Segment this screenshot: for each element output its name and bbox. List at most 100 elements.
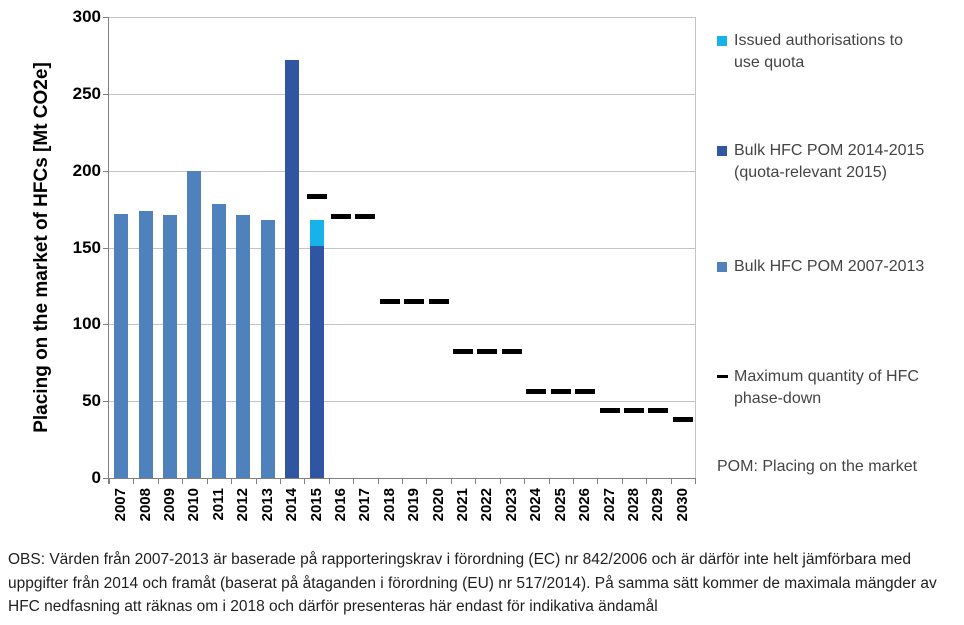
max-quantity-dash-2020 [428, 298, 449, 304]
x-tick-label-2029: 2029 [649, 488, 667, 522]
max-quantity-dash-2017 [355, 214, 376, 220]
x-tick-label-2015: 2015 [307, 488, 325, 522]
y-tick-label: 200 [72, 160, 101, 180]
max-quantity-dash-2021 [453, 349, 474, 355]
x-tick-label-2020: 2020 [429, 488, 447, 522]
max-quantity-dash-2025 [550, 389, 571, 395]
x-tick [206, 478, 208, 484]
x-tick [182, 478, 184, 484]
y-tick-200 [103, 170, 109, 172]
gridline-200 [109, 170, 695, 172]
max-quantity-dash-2024 [526, 389, 547, 395]
y-tick-label: 150 [72, 237, 101, 257]
max-quantity-dash-2015 [306, 194, 327, 200]
x-tick [109, 478, 110, 484]
bar-2015-s2 [309, 219, 324, 246]
x-tick-label-2019: 2019 [405, 488, 423, 522]
x-tick [548, 478, 550, 484]
plot-right-border [695, 17, 696, 478]
x-tick-label-2030: 2030 [673, 488, 691, 522]
x-tick-label-2027: 2027 [600, 488, 618, 522]
x-tick [377, 478, 379, 484]
x-tick [353, 478, 355, 484]
x-tick-label-2028: 2028 [624, 488, 642, 522]
x-tick [450, 478, 452, 484]
x-tick [279, 478, 281, 484]
max-quantity-dash-2018 [379, 298, 400, 304]
x-tick [304, 478, 306, 484]
x-tick-label-2022: 2022 [478, 488, 496, 522]
bar-2011-s0 [211, 204, 226, 478]
gridline-300 [109, 17, 695, 18]
x-tick-label-2007: 2007 [112, 488, 130, 522]
x-tick [572, 478, 574, 484]
x-tick-label-2008: 2008 [136, 488, 154, 522]
y-tick-label: 0 [91, 468, 101, 487]
bar-2007-s0 [114, 213, 129, 478]
x-tick [426, 478, 428, 484]
legend-label: Issued authorisations to use quota [734, 32, 903, 71]
legend-label: Bulk HFC POM 2014-2015 (quota-relevant 2… [734, 142, 925, 181]
x-tick [695, 478, 696, 484]
x-tick-label-2025: 2025 [551, 488, 569, 522]
bar-2014-s1 [285, 60, 300, 478]
x-tick-label-2011: 2011 [209, 488, 227, 521]
x-tick-label-2024: 2024 [527, 488, 545, 522]
legend-square-marker-icon [717, 36, 727, 46]
max-quantity-dash-2023 [501, 349, 522, 355]
x-tick-label-2021: 2021 [454, 488, 472, 522]
max-quantity-dash-2016 [330, 214, 351, 220]
x-tick [475, 478, 477, 484]
x-tick [402, 478, 403, 484]
x-tick-label-2009: 2009 [161, 488, 179, 522]
x-tick [133, 478, 135, 484]
x-tick [670, 478, 672, 484]
legend-dash-marker-icon [717, 375, 728, 378]
y-tick-150 [103, 247, 109, 249]
legend-label: Maximum quantity of HFC phase-down [734, 368, 919, 407]
x-tick [646, 478, 648, 484]
gridline-250 [109, 93, 695, 95]
bar-2015-s1 [309, 245, 324, 478]
max-quantity-dash-2028 [623, 407, 644, 413]
gridline-150 [109, 247, 695, 249]
bar-2010-s0 [187, 170, 202, 478]
chart-legend: Issued authorisations to use quota Bulk H… [712, 0, 962, 500]
y-tick-label: 100 [72, 314, 101, 334]
pom-abbreviation-note: POM: Placing on the market [717, 458, 918, 475]
y-tick-300 [103, 17, 109, 18]
max-quantity-dash-2019 [404, 298, 425, 304]
x-tick [621, 478, 623, 484]
bar-2013-s0 [260, 219, 275, 478]
x-tick [499, 478, 501, 484]
y-tick-label: 50 [82, 391, 101, 411]
bar-2009-s0 [163, 215, 178, 478]
legend-item-1: Bulk HFC POM 2014-2015 (quota-relevant 2… [717, 140, 924, 184]
x-tick [255, 478, 257, 484]
x-tick [328, 478, 330, 484]
max-quantity-dash-2027 [599, 407, 620, 413]
y-tick-250 [103, 93, 109, 95]
x-tick-label-2010: 2010 [185, 488, 203, 522]
y-axis-line [108, 17, 109, 484]
x-tick [524, 478, 526, 484]
x-axis-line [103, 478, 695, 479]
x-tick-label-2014: 2014 [283, 488, 301, 522]
x-tick [231, 478, 233, 484]
footnote-text: OBS: Värden från 2007-2013 är baserade p… [8, 551, 937, 615]
x-tick-label-2012: 2012 [234, 488, 252, 522]
legend-square-marker-icon [717, 146, 727, 156]
legend-label: Bulk HFC POM 2007-2013 [734, 258, 925, 275]
x-tick-label-2023: 2023 [502, 488, 520, 522]
x-tick-label-2017: 2017 [356, 488, 374, 522]
max-quantity-dash-2026 [575, 389, 596, 395]
y-tick-100 [103, 324, 109, 326]
max-quantity-dash-2030 [672, 417, 693, 423]
bar-2012-s0 [236, 215, 251, 478]
y-tick-50 [103, 401, 109, 403]
x-tick-label-2016: 2016 [331, 488, 349, 522]
gridline-100 [109, 324, 695, 326]
x-tick [597, 478, 599, 484]
max-quantity-dash-2029 [648, 407, 669, 413]
